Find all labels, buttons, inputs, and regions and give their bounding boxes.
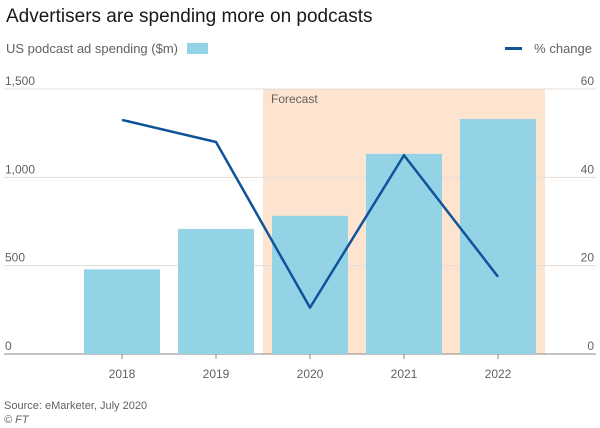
chart-title: Advertisers are spending more on podcast… — [6, 6, 373, 27]
forecast-label: Forecast — [271, 92, 318, 106]
legend-bars-swatch — [186, 43, 208, 54]
x-tick-label: 2020 — [297, 367, 324, 381]
legend-line-swatch — [505, 47, 523, 50]
bar-2021 — [366, 153, 442, 354]
y-right-tick-label: 40 — [581, 162, 595, 176]
bar-2022 — [460, 119, 536, 355]
x-tick-label: 2022 — [485, 367, 512, 381]
x-tick-label: 2021 — [391, 367, 418, 381]
y-left-tick-label: 1,500 — [5, 74, 35, 88]
x-tick-label: 2019 — [203, 367, 230, 381]
legend-bars-label: US podcast ad spending ($m) — [6, 41, 178, 56]
bar-2018 — [84, 269, 160, 354]
legend-line: % change — [505, 41, 592, 56]
y-left-tick-label: 0 — [5, 339, 12, 353]
y-right-tick-label: 60 — [581, 74, 595, 88]
bar-2020 — [272, 215, 348, 354]
y-right-tick-label: 20 — [581, 251, 595, 265]
source-note: Source: eMarketer, July 2020 — [4, 400, 148, 412]
legend-bars: US podcast ad spending ($m) — [6, 41, 208, 56]
bar-2019 — [178, 228, 254, 354]
y-left-tick-label: 500 — [5, 251, 25, 265]
legend-line-label: % change — [534, 41, 592, 56]
x-tick-label: 2018 — [109, 367, 136, 381]
y-left-tick-label: 1,000 — [5, 162, 35, 176]
credit-note: © FT — [4, 414, 29, 426]
y-right-tick-label: 0 — [587, 339, 594, 353]
